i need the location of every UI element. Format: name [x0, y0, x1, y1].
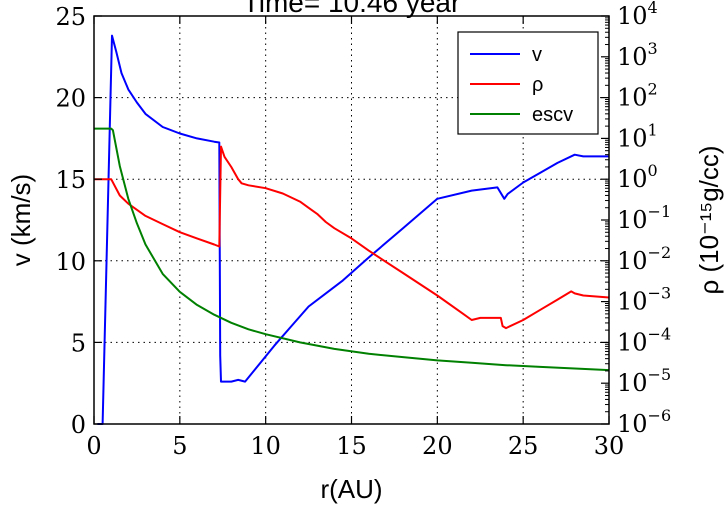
y2-tick-base: 10: [617, 84, 648, 112]
legend: vρ escv: [457, 31, 599, 135]
y2-tick-base: 10: [617, 206, 648, 234]
y2-tick-base: 10: [617, 369, 648, 397]
x-tick-label: 25: [508, 432, 539, 460]
y2-tick-exponent: 2: [648, 80, 658, 99]
y2-tick-base: 10: [617, 288, 648, 316]
y-tick-label: 5: [71, 329, 86, 357]
y2-tick-label: 101: [617, 120, 658, 152]
y2-tick-base: 10: [617, 43, 648, 71]
y2-tick-exponent: −6: [648, 406, 672, 425]
y2-tick-base: 10: [617, 328, 648, 356]
y2-tick-base: 10: [617, 410, 648, 438]
y2-tick-exponent: −5: [648, 365, 672, 384]
series-line-v: [97, 34, 609, 425]
y2-tick-label: 10−2: [617, 243, 671, 275]
y-tick-label: 20: [55, 85, 86, 113]
y-tick-label: 15: [55, 166, 86, 194]
y2-tick-exponent: −1: [648, 202, 672, 221]
y2-tick-label: 102: [617, 80, 658, 112]
y2-tick-label: 10−3: [617, 284, 671, 316]
y2-tick-base: 10: [617, 247, 648, 275]
y2-tick-base: 10: [617, 165, 648, 193]
y2-tick-label: 103: [617, 39, 658, 71]
y2-tick-exponent: 1: [648, 120, 658, 139]
y2-tick-base: 10: [617, 124, 648, 152]
x-tick-label: 0: [86, 432, 101, 460]
y2-tick-label: 100: [617, 161, 658, 193]
y-tick-label: 25: [55, 3, 86, 31]
x-tick-label: 20: [422, 432, 453, 460]
y-tick-label: 0: [71, 411, 86, 439]
axis-ticks: 0 5 10 15 20 25 30051015202510−610−510−410−310…: [55, 0, 671, 460]
x-tick-label: 10: [250, 432, 281, 460]
y2-tick-exponent: −2: [648, 243, 672, 262]
legend-label-v: v: [532, 44, 542, 66]
y2-tick-base: 10: [617, 2, 648, 30]
y2-tick-label: 10−5: [617, 365, 671, 397]
y2-tick-exponent: 3: [648, 39, 658, 58]
y2-tick-exponent: −4: [648, 324, 672, 343]
y2-tick-label: 10−1: [617, 202, 671, 234]
series-line-escv: [94, 127, 610, 372]
y2-tick-label: 10−4: [617, 324, 671, 356]
legend-label-ρ: ρ: [532, 74, 543, 96]
y2-axis-label: ρ (10⁻¹⁵g/cc): [694, 145, 724, 294]
legend-label-escv: escv: [532, 104, 573, 126]
y-axis-label: v (km/s): [6, 174, 36, 266]
x-axis-label: r(AU): [320, 474, 382, 504]
y2-tick-exponent: −3: [648, 284, 672, 303]
chart-title: Time= 10.46 year: [243, 0, 461, 18]
x-tick-label: 15: [336, 432, 367, 460]
y-tick-label: 10: [55, 248, 86, 276]
x-tick-label: 30: [594, 432, 625, 460]
y2-tick-exponent: 4: [648, 0, 658, 17]
y2-tick-label: 10−6: [617, 406, 671, 438]
x-tick-label: 5: [172, 432, 187, 460]
series-line-ρ: [94, 145, 610, 330]
series-lines: [94, 34, 610, 425]
y2-tick-exponent: 0: [648, 161, 658, 180]
y2-tick-label: 104: [617, 0, 658, 30]
